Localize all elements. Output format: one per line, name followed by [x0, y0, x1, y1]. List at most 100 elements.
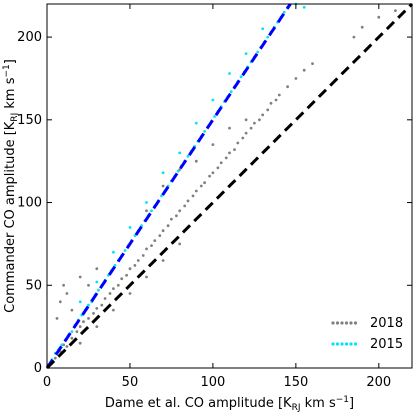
- data-point-2018: [103, 297, 107, 300]
- data-point-2018: [75, 330, 79, 333]
- data-point-2018: [236, 141, 240, 145]
- x-tick-label: 100: [200, 375, 225, 390]
- data-point-2018: [274, 98, 278, 102]
- legend: 2018 2015: [331, 316, 403, 352]
- data-point-2018: [253, 121, 256, 125]
- data-point-2018: [120, 277, 124, 281]
- data-point-2018: [161, 229, 165, 233]
- data-point-2015: [228, 72, 231, 75]
- data-point-2018: [112, 287, 115, 290]
- data-point-2018: [65, 345, 69, 348]
- data-point-2018: [136, 259, 140, 262]
- data-point-2015: [211, 98, 215, 102]
- legend-marker-2018: [331, 321, 335, 325]
- legend-marker-2015: [331, 342, 335, 346]
- legend-marker-2018: [353, 321, 358, 325]
- data-point-2018: [116, 283, 120, 287]
- data-point-2015: [186, 154, 190, 158]
- data-point-2018: [55, 317, 59, 320]
- data-point-2018: [65, 292, 69, 295]
- data-point-2018: [95, 307, 99, 310]
- data-point-2015: [150, 209, 153, 213]
- data-point-2018: [244, 118, 248, 122]
- data-point-2015: [161, 171, 165, 175]
- legend-item-2015: [331, 342, 358, 346]
- y-tick-label: 100: [17, 196, 42, 211]
- data-point-2018: [87, 317, 90, 320]
- data-point-2018: [112, 308, 115, 312]
- data-point-2018: [170, 217, 173, 221]
- data-point-2018: [194, 159, 198, 163]
- data-point-2018: [153, 239, 157, 243]
- data-point-2018: [128, 292, 132, 295]
- data-point-2015: [302, 5, 306, 9]
- data-point-2018: [95, 267, 99, 271]
- data-point-2018: [125, 273, 128, 277]
- points-layer: [47, 2, 397, 367]
- data-point-2018: [161, 259, 165, 262]
- data-point-2015: [203, 130, 207, 133]
- data-point-2015: [213, 115, 217, 118]
- legend-marker-2018: [344, 321, 349, 325]
- data-point-2015: [266, 35, 270, 39]
- data-point-2015: [97, 288, 100, 292]
- data-point-2018: [166, 224, 170, 228]
- data-point-2018: [62, 283, 65, 287]
- legend-marker-2015: [335, 342, 340, 346]
- data-point-2018: [211, 171, 215, 175]
- data-point-2018: [128, 267, 132, 271]
- data-point-2018: [311, 62, 314, 65]
- data-point-2015: [244, 52, 248, 55]
- data-point-2018: [178, 209, 182, 213]
- data-point-2015: [112, 250, 115, 254]
- data-point-2018: [249, 126, 253, 130]
- data-point-2018: [352, 35, 356, 39]
- data-point-2018: [158, 234, 162, 238]
- data-point-2015: [95, 280, 99, 284]
- data-point-2018: [224, 156, 228, 160]
- data-point-2015: [261, 27, 265, 31]
- data-point-2018: [216, 166, 220, 170]
- data-point-2018: [141, 254, 145, 257]
- data-point-2015: [145, 201, 148, 204]
- data-point-2018: [394, 9, 397, 13]
- data-point-2015: [178, 151, 182, 155]
- data-point-2018: [194, 189, 198, 193]
- data-point-2015: [176, 169, 180, 173]
- y-tick-label: 150: [17, 113, 42, 128]
- data-point-2015: [282, 10, 286, 14]
- y-tick-label: 200: [17, 30, 42, 45]
- data-point-2018: [186, 199, 190, 203]
- data-point-2018: [241, 136, 245, 140]
- data-point-2018: [208, 174, 212, 178]
- data-point-2018: [150, 244, 153, 248]
- data-point-2018: [70, 336, 74, 340]
- plot-frame: [46, 3, 413, 369]
- legend-marker-2015: [349, 342, 353, 346]
- legend-marker-2018: [340, 321, 344, 325]
- data-point-2015: [87, 303, 90, 307]
- data-point-2018: [145, 209, 148, 213]
- data-point-2018: [133, 264, 137, 267]
- data-point-2018: [100, 303, 104, 307]
- data-point-2018: [266, 108, 270, 112]
- data-point-2018: [78, 275, 82, 279]
- data-point-2018: [108, 292, 112, 295]
- data-point-2018: [244, 131, 248, 135]
- fit-line-2018-fit: [45, 2, 414, 370]
- data-point-2018: [161, 184, 165, 188]
- data-point-2018: [211, 143, 215, 147]
- data-point-2018: [58, 300, 62, 304]
- legend-marker-2015: [344, 342, 349, 346]
- data-point-2015: [123, 249, 127, 252]
- data-point-2015: [113, 264, 117, 267]
- y-axis-label: Commander CO amplitude [KRJ km s−1]: [2, 59, 20, 313]
- axis-ticks: 0 50 100 150 200 0 50 100 150 200: [17, 4, 412, 390]
- x-tick-label: 0: [43, 375, 51, 390]
- fit-line-2015-fit: [45, 3, 292, 369]
- data-point-2015: [194, 121, 198, 125]
- data-point-2018: [178, 242, 182, 246]
- data-point-2018: [228, 151, 231, 155]
- data-point-2018: [377, 15, 381, 19]
